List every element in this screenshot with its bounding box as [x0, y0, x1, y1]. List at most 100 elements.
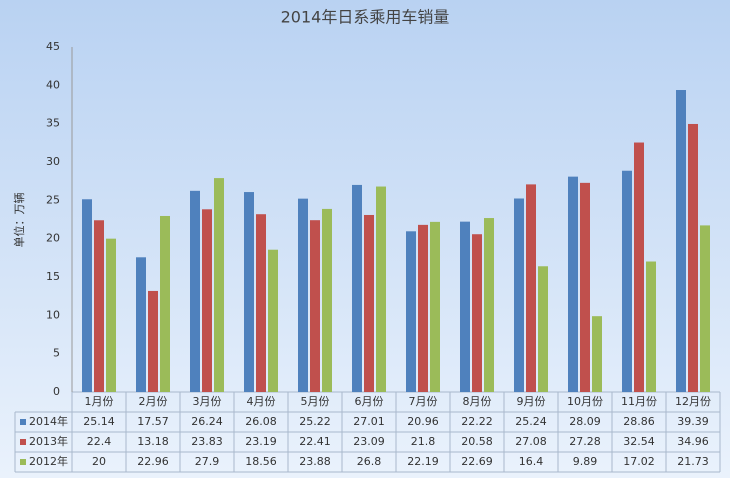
table-value: 26.8	[357, 455, 382, 468]
legend-label: 2012年	[29, 454, 68, 468]
bar	[634, 142, 644, 392]
x-tick-label: 3月份	[193, 395, 222, 408]
table-value: 20.96	[407, 415, 439, 428]
table-value: 17.57	[137, 415, 169, 428]
y-tick-label: 10	[46, 308, 60, 321]
table-value: 9.89	[573, 455, 598, 468]
bar	[244, 192, 254, 392]
bar	[580, 182, 590, 392]
bar	[310, 220, 320, 392]
table-value: 22.19	[407, 455, 439, 468]
table-value: 23.83	[191, 435, 223, 448]
bar	[376, 186, 386, 392]
table-value: 18.56	[245, 455, 277, 468]
bar	[526, 184, 536, 392]
bar	[688, 123, 698, 393]
x-tick-label: 7月份	[409, 395, 438, 408]
x-tick-label: 8月份	[463, 395, 492, 408]
bar	[484, 218, 494, 392]
bar	[190, 190, 200, 392]
y-tick-label: 0	[53, 385, 60, 398]
y-tick-label: 45	[46, 40, 60, 53]
table-value: 26.24	[191, 415, 223, 428]
chart-title: 2014年日系乘用车销量	[281, 8, 450, 27]
table-value: 13.18	[137, 435, 169, 448]
table-value: 25.24	[515, 415, 547, 428]
table-value: 22.4	[87, 435, 112, 448]
table-value: 27.9	[195, 455, 220, 468]
table-value: 27.01	[353, 415, 385, 428]
table-value: 22.69	[461, 455, 493, 468]
y-tick-label: 35	[46, 117, 60, 130]
bar	[94, 220, 104, 392]
table-value: 28.86	[623, 415, 655, 428]
legend-label: 2014年	[29, 414, 68, 428]
bar	[568, 176, 578, 392]
x-tick-label: 1月份	[85, 395, 114, 408]
table-value: 20	[92, 455, 106, 468]
bar	[202, 209, 212, 392]
table-value: 20.58	[461, 435, 493, 448]
bar	[268, 249, 278, 392]
table-value: 26.08	[245, 415, 277, 428]
bar	[352, 184, 362, 392]
y-tick-label: 25	[46, 193, 60, 206]
table-value: 25.14	[83, 415, 115, 428]
y-tick-label: 30	[46, 155, 60, 168]
x-tick-label: 10月份	[567, 395, 603, 408]
bar	[676, 90, 686, 392]
table-value: 28.09	[569, 415, 601, 428]
bar	[298, 198, 308, 392]
x-tick-label: 12月份	[675, 395, 711, 408]
table-value: 23.09	[353, 435, 385, 448]
x-tick-label: 4月份	[247, 395, 276, 408]
x-tick-label: 9月份	[517, 395, 546, 408]
bar	[430, 221, 440, 392]
legend-swatch	[20, 419, 26, 425]
bar	[646, 261, 656, 392]
bar	[472, 234, 482, 392]
legend-label: 2013年	[29, 434, 68, 448]
bar	[700, 225, 710, 392]
x-tick-label: 6月份	[355, 395, 384, 408]
bar	[256, 214, 266, 392]
bar	[418, 224, 428, 392]
table-value: 23.19	[245, 435, 277, 448]
table-value: 27.08	[515, 435, 547, 448]
table-value: 22.22	[461, 415, 493, 428]
bar	[538, 266, 548, 392]
y-tick-label: 20	[46, 232, 60, 245]
table-value: 22.96	[137, 455, 169, 468]
table-value: 23.88	[299, 455, 331, 468]
table-value: 21.73	[677, 455, 709, 468]
bar	[106, 238, 116, 392]
bar	[148, 290, 158, 392]
x-tick-label: 11月份	[621, 395, 657, 408]
table-value: 21.8	[411, 435, 436, 448]
table-value: 22.41	[299, 435, 331, 448]
y-tick-label: 15	[46, 270, 60, 283]
table-value: 39.39	[677, 415, 709, 428]
legend-swatch	[20, 459, 26, 465]
bar	[622, 170, 632, 392]
table-value: 34.96	[677, 435, 709, 448]
x-tick-label: 5月份	[301, 395, 330, 408]
legend-swatch	[20, 439, 26, 445]
table-value: 32.54	[623, 435, 655, 448]
table-value: 25.22	[299, 415, 331, 428]
table-value: 27.28	[569, 435, 601, 448]
y-axis-label: 单位：万辆	[12, 193, 26, 248]
bar	[160, 215, 170, 392]
bar	[514, 198, 524, 392]
bar	[592, 316, 602, 392]
y-tick-label: 40	[46, 78, 60, 91]
bar	[82, 199, 92, 392]
table-value: 17.02	[623, 455, 655, 468]
y-tick-label: 5	[53, 347, 60, 360]
table-value: 16.4	[519, 455, 544, 468]
bar	[214, 178, 224, 392]
bar	[136, 257, 146, 392]
bar	[460, 221, 470, 392]
x-tick-label: 2月份	[139, 395, 168, 408]
